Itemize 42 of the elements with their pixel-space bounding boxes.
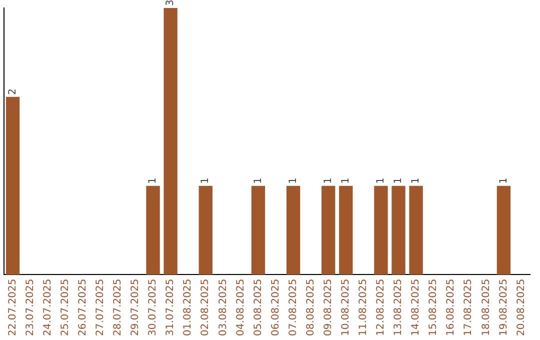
x-tick-label: 04.08.2025 xyxy=(235,278,246,336)
data-label: 1 xyxy=(288,177,299,184)
x-tick-label: 13.08.2025 xyxy=(393,278,404,336)
x-tick-label: 15.08.2025 xyxy=(428,278,440,336)
x-tick-label: 28.07.2025 xyxy=(112,278,124,336)
x-tick-label: 05.08.2025 xyxy=(252,278,264,336)
data-label: 1 xyxy=(498,177,510,184)
x-tick-label: 14.08.2025 xyxy=(410,278,422,336)
x-tick-label: 08.08.2025 xyxy=(305,278,316,336)
x-tick-label: 23.07.2025 xyxy=(24,278,36,336)
data-label: 1 xyxy=(340,177,352,184)
data-label: 1 xyxy=(376,177,387,184)
data-label: 1 xyxy=(148,177,159,184)
data-label: 1 xyxy=(322,177,334,184)
x-tick-label: 09.08.2025 xyxy=(322,278,334,336)
x-tick-label: 31.07.2025 xyxy=(165,278,176,336)
x-tick-label: 18.08.2025 xyxy=(480,278,492,336)
x-tick-label: 02.08.2025 xyxy=(200,278,212,336)
x-tick-label: 27.07.2025 xyxy=(95,278,106,336)
data-label: 1 xyxy=(200,177,212,184)
x-tick-label: 06.08.2025 xyxy=(270,278,282,336)
x-tick-label: 22.07.2025 xyxy=(7,278,18,336)
data-label: 1 xyxy=(410,177,422,184)
x-tick-label: 07.08.2025 xyxy=(288,278,299,336)
x-tick-label: 10.08.2025 xyxy=(340,278,352,336)
data-label: 2 xyxy=(7,88,18,95)
x-tick-label: 16.08.2025 xyxy=(446,278,457,336)
x-tick-label: 26.07.2025 xyxy=(77,278,88,336)
x-tick-label: 17.08.2025 xyxy=(463,278,474,336)
x-tick-label: 19.08.2025 xyxy=(498,278,510,336)
x-tick-label: 24.07.2025 xyxy=(42,278,54,336)
x-tick-label: 12.08.2025 xyxy=(376,278,387,336)
data-label: 1 xyxy=(393,177,404,184)
x-tick-label: 30.07.2025 xyxy=(148,278,159,336)
data-label: 1 xyxy=(252,177,264,184)
x-tick-label: 25.07.2025 xyxy=(60,278,71,336)
x-tick-label: 03.08.2025 xyxy=(218,278,229,336)
x-tick-label: 01.08.2025 xyxy=(182,278,194,336)
x-tick-label: 11.08.2025 xyxy=(358,278,370,336)
x-tick-label: 29.07.2025 xyxy=(130,278,142,336)
data-label: 3 xyxy=(165,0,176,6)
x-tick-label: 20.08.2025 xyxy=(516,278,527,336)
